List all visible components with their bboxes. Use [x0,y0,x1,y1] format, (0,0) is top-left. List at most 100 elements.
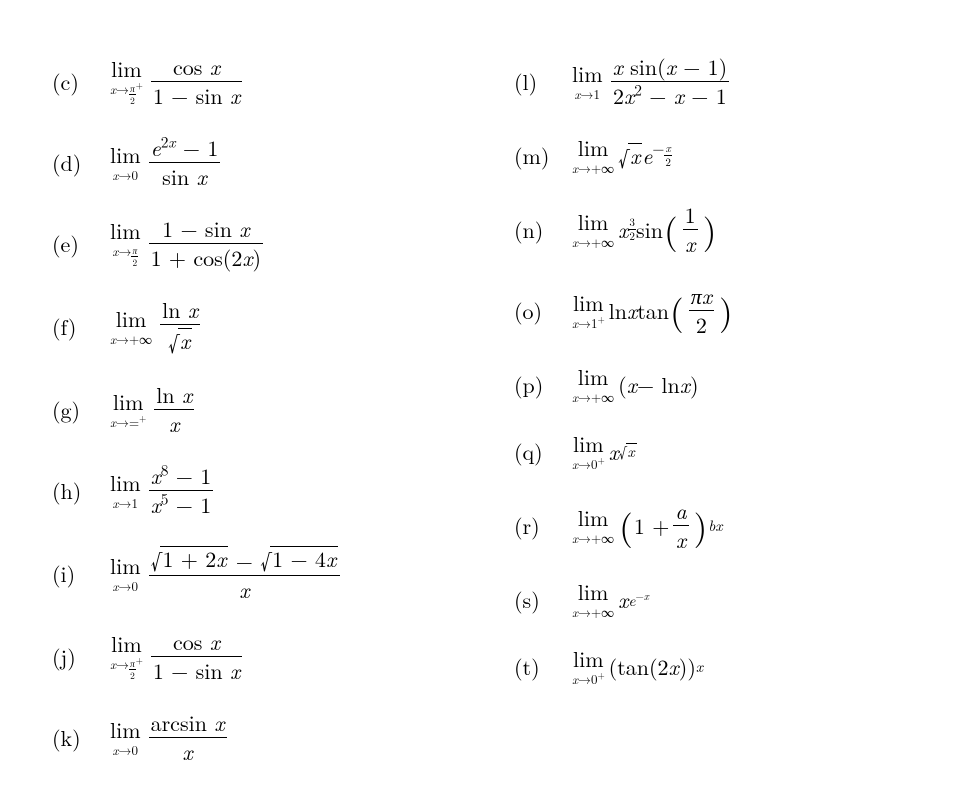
page: (c)limx→π2+cos x1 − sin x(d)limx→0e2x − … [0,0,956,804]
limit-expression: x8 − 1x5 − 1 [145,465,218,516]
lim-word: lim [110,472,141,494]
limit-expression: (1 + ax)bx [618,500,722,551]
limit-expression: xe−x [618,589,649,611]
lim-operator: lim x→0 [106,555,145,592]
lim-subscript: x→+∞ [572,390,614,403]
lim-operator: limx→1+ [568,292,609,329]
lim-operator: limx→π2 [106,220,145,268]
lim-operator: lim x→=+ [106,391,150,428]
lim-word: lim [110,555,141,577]
lim-subscript: x→1 [113,496,139,509]
limit-expression: 1 − sin x1 + cos(2x) [145,218,268,269]
lim-word: lim [116,308,147,330]
lim-subscript: x→+∞ [110,332,152,345]
lim-subscript: x→0+ [572,457,605,470]
lim-word: lim [573,648,604,670]
lim-operator: lim x→+∞ [568,581,618,618]
limit-item: (n)limx→+∞x32 sin(1x) [514,204,916,255]
lim-operator: lim x→0+ [568,433,609,470]
lim-subscript: x→π2+ [110,82,143,106]
lim-subscript: x→+∞ [572,235,614,248]
lim-word: lim [573,292,604,314]
lim-word: lim [578,366,609,388]
lim-subscript: x→0+ [572,672,605,685]
lim-operator: limx→π2+ [106,58,147,106]
lim-subscript: x→0 [113,168,139,181]
limit-item: (l)lim x→1 x sin(x − 1)2x2 − x − 1 [514,56,916,107]
lim-subscript: x→0 [113,743,139,756]
limit-expression: x√x [609,441,637,463]
lim-operator: lim x→1 [568,63,607,100]
item-label: (e) [52,233,106,255]
limit-expression: √xe−x2 [618,143,672,168]
lim-word: lim [110,719,141,741]
limit-expression: ln xx [150,384,198,435]
item-label: (q) [514,441,568,463]
lim-operator: limx→π2+ [106,633,147,681]
item-label: (n) [514,219,568,241]
lim-subscript: x→+∞ [572,531,614,544]
limit-expression: cos x1 − sin x [147,631,246,682]
lim-word: lim [111,633,142,655]
lim-word: lim [110,144,141,166]
item-label: (h) [52,480,106,502]
lim-word: lim [113,391,144,413]
lim-word: lim [578,507,609,529]
lim-operator: lim x→0 [106,719,145,756]
item-label: (g) [52,399,106,421]
limit-item: (h)lim x→1 x8 − 1x5 − 1 [52,465,454,516]
lim-operator: lim x→+∞ [106,308,156,345]
item-label: (f) [52,316,106,338]
limit-expression: ln x tan (πx2) [609,285,734,336]
lim-word: lim [572,63,603,85]
limit-item: (g) lim x→=+ ln xx [52,384,454,435]
limit-item: (i)lim x→0 √1 + 2x − √1 − 4xx [52,546,454,601]
limit-expression: √1 + 2x − √1 − 4xx [145,546,345,601]
item-label: (p) [514,374,568,396]
item-label: (o) [514,300,568,322]
lim-subscript: x→π2 [112,244,138,268]
limit-expression: ln x√x [156,299,204,354]
lim-operator: lim x→1 [106,472,145,509]
item-label: (i) [52,563,106,585]
lim-subscript: x→1 [575,87,601,100]
limit-item: (k)lim x→0 arcsin xx [52,712,454,763]
limit-item: (d)lim x→0 e2x − 1sin x [52,137,454,188]
lim-word: lim [578,137,609,159]
limit-expression: cos x1 − sin x [147,56,246,107]
lim-operator: limx→+∞ [568,211,618,248]
lim-operator: lim x→0 [106,144,145,181]
limit-item: (s)limx→+∞xe−x [514,581,916,618]
item-label: (m) [514,145,568,167]
limit-item: (m) lim x→+∞ √xe−x2 [514,137,916,174]
right-column: (l)limx→1x sin(x − 1)2x2 − x − 1(m)limx→… [454,56,916,764]
lim-subscript: x→+∞ [572,605,614,618]
limit-expression: (tan(2x))x [609,656,703,678]
lim-operator: lim x→+∞ [568,507,618,544]
item-label: (k) [52,727,106,749]
lim-word: lim [578,581,609,603]
limit-item: (p)limx→+∞(x − ln x) [514,366,916,403]
limit-item: (j)limx→π2+cos x1 − sin x [52,631,454,682]
limit-item: (c)limx→π2+cos x1 − sin x [52,56,454,107]
item-label: (t) [514,656,568,678]
limit-expression: e2x − 1sin x [145,137,225,188]
item-label: (l) [514,71,568,93]
lim-subscript: x→0 [113,579,139,592]
lim-operator: lim x→+∞ [568,366,618,403]
limit-item: (e)limx→π21 − sin x1 + cos(2x) [52,218,454,269]
lim-word: lim [111,58,142,80]
lim-subscript: x→=+ [110,415,146,428]
left-column: (c)limx→π2+cos x1 − sin x(d)limx→0e2x − … [52,56,454,764]
item-label: (r) [514,515,568,537]
limit-item: (f) lim x→+∞ ln x√x [52,299,454,354]
lim-word: lim [573,433,604,455]
limit-expression: x sin(x − 1)2x2 − x − 1 [607,56,734,107]
lim-subscript: x→+∞ [572,161,614,174]
limit-item: (o)limx→1+ln x tan (πx2) [514,285,916,336]
limit-item: (t)lim x→0+ (tan(2x))x [514,648,916,685]
limit-expression: arcsin xx [145,712,231,763]
item-label: (d) [52,152,106,174]
limit-item: (q)lim x→0+ x√x [514,433,916,470]
lim-operator: lim x→+∞ [568,137,618,174]
